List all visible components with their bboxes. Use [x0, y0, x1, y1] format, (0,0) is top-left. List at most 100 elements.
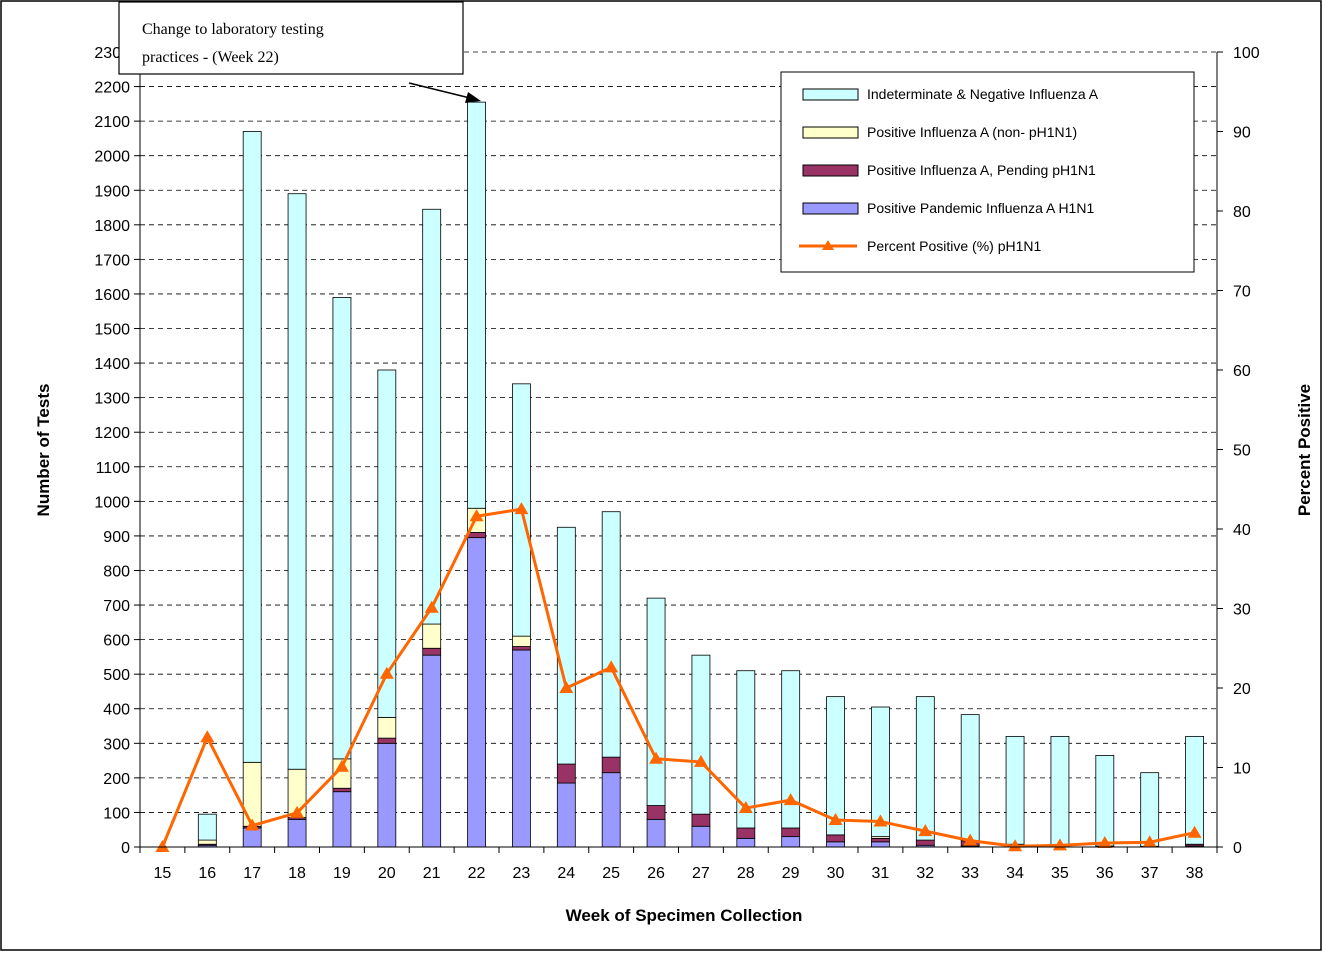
bar-segment — [512, 649, 531, 848]
line-point — [379, 666, 394, 679]
y-tick-label: 1600 — [94, 287, 130, 304]
y-tick-label: 400 — [103, 702, 130, 719]
bar-segment — [871, 841, 890, 848]
bar-segment — [556, 782, 576, 848]
x-tick-label: 29 — [782, 865, 800, 882]
bar-segment — [1050, 735, 1070, 846]
line-point — [873, 814, 888, 827]
bar-segment — [826, 834, 845, 843]
bar-segment — [197, 813, 217, 841]
x-tick-label: 15 — [154, 865, 172, 882]
line-point — [290, 805, 305, 818]
line-point — [1097, 836, 1112, 849]
y2-tick-label: 90 — [1233, 125, 1251, 142]
legend: Indeterminate & Negative Influenza A Posi… — [780, 71, 1195, 273]
x-tick-label: 23 — [513, 865, 531, 882]
y-tick-label: 800 — [103, 563, 130, 580]
bar-segment — [960, 714, 980, 842]
bar-segment — [197, 839, 217, 845]
y2-tick-label: 60 — [1233, 363, 1251, 380]
y-tick-label: 1700 — [94, 252, 130, 269]
y-tick-label: 1800 — [94, 218, 130, 235]
x-tick-label: 31 — [872, 865, 890, 882]
bar-segment — [871, 706, 890, 838]
legend-label: Positive Pandemic Influenza A H1N1 — [867, 200, 1094, 216]
line-point — [514, 502, 529, 515]
line-point — [738, 801, 753, 814]
bar-segment — [242, 827, 262, 848]
x-tick-label: 35 — [1051, 865, 1069, 882]
bar-segment — [422, 208, 442, 625]
bar-segment — [781, 836, 801, 848]
y2-tick-label: 20 — [1233, 681, 1251, 698]
bar-segment — [422, 647, 442, 656]
y-tick-label: 1400 — [94, 356, 130, 373]
bar-segment — [467, 532, 486, 539]
legend-label: Indeterminate & Negative Influenza A — [867, 86, 1099, 102]
y-tick-label: 2000 — [94, 149, 130, 166]
bar-segment — [512, 646, 531, 651]
x-tick-label: 26 — [647, 865, 665, 882]
bar-segment — [1095, 755, 1115, 847]
bar-segment — [242, 131, 262, 763]
annotation-line-1: Change to laboratory testing — [142, 21, 324, 38]
line-point — [828, 812, 843, 825]
bar-segment — [556, 526, 576, 765]
y-tick-label: 2200 — [94, 80, 130, 97]
y-tick-label: 200 — [103, 771, 130, 788]
y2-tick-label: 80 — [1233, 204, 1251, 221]
y-tick-label: 2100 — [94, 114, 130, 131]
legend-label: Positive Influenza A, Pending pH1N1 — [867, 162, 1096, 178]
y2-tick-label: 70 — [1233, 284, 1251, 301]
bar-segment — [287, 818, 307, 848]
bar-segment — [691, 654, 711, 815]
y2-tick-label: 0 — [1233, 840, 1242, 857]
y-tick-label: 500 — [103, 667, 130, 684]
bar-segment — [736, 837, 756, 848]
line-point — [649, 751, 664, 764]
y2-tick-label: 40 — [1233, 522, 1251, 539]
annotation-arrowhead — [465, 92, 481, 103]
bar-segment — [1005, 735, 1025, 845]
bar-segment — [377, 369, 397, 718]
x-tick-label: 18 — [288, 865, 306, 882]
legend-label: Percent Positive (%) pH1N1 — [867, 238, 1042, 254]
bar-segment — [1185, 735, 1204, 845]
line-point — [200, 730, 215, 743]
line-point — [604, 660, 619, 673]
y-tick-label: 100 — [103, 805, 130, 822]
x-tick-label: 30 — [827, 865, 845, 882]
legend-label: Positive Influenza A (non- pH1N1) — [867, 124, 1077, 140]
x-tick-label: 17 — [243, 865, 261, 882]
line-point — [783, 793, 798, 806]
annotation-line-2: practices - (Week 22) — [142, 49, 279, 66]
bar-segment — [736, 670, 756, 829]
bar-segment — [377, 737, 397, 744]
line-point — [693, 754, 708, 767]
bar-segment — [601, 511, 621, 758]
bar-segment — [601, 756, 621, 774]
x-tick-label: 24 — [557, 865, 575, 882]
line-point — [334, 759, 349, 772]
y2-axis-title: Percent Positive — [1295, 384, 1314, 516]
x-tick-label: 22 — [468, 865, 486, 882]
x-tick-label: 36 — [1096, 865, 1114, 882]
y2-tick-label: 10 — [1233, 761, 1251, 778]
y-tick-label: 1500 — [94, 322, 130, 339]
legend-swatch — [802, 88, 859, 101]
line-point — [918, 824, 933, 837]
bar-segment — [826, 696, 845, 836]
bar-segment — [332, 787, 352, 793]
line-point — [469, 509, 484, 522]
y-tick-label: 1900 — [94, 183, 130, 200]
bar-segment — [332, 297, 352, 760]
annotation-box — [118, 1, 464, 75]
y2-tick-label: 50 — [1233, 443, 1251, 460]
percent-positive-line — [161, 507, 1195, 848]
legend-marker — [822, 240, 834, 250]
line-point — [559, 681, 574, 693]
y2-tick-label: 30 — [1233, 602, 1251, 619]
bar-segment — [377, 742, 397, 848]
axes-layer — [134, 51, 1223, 853]
line-point — [1187, 825, 1202, 838]
